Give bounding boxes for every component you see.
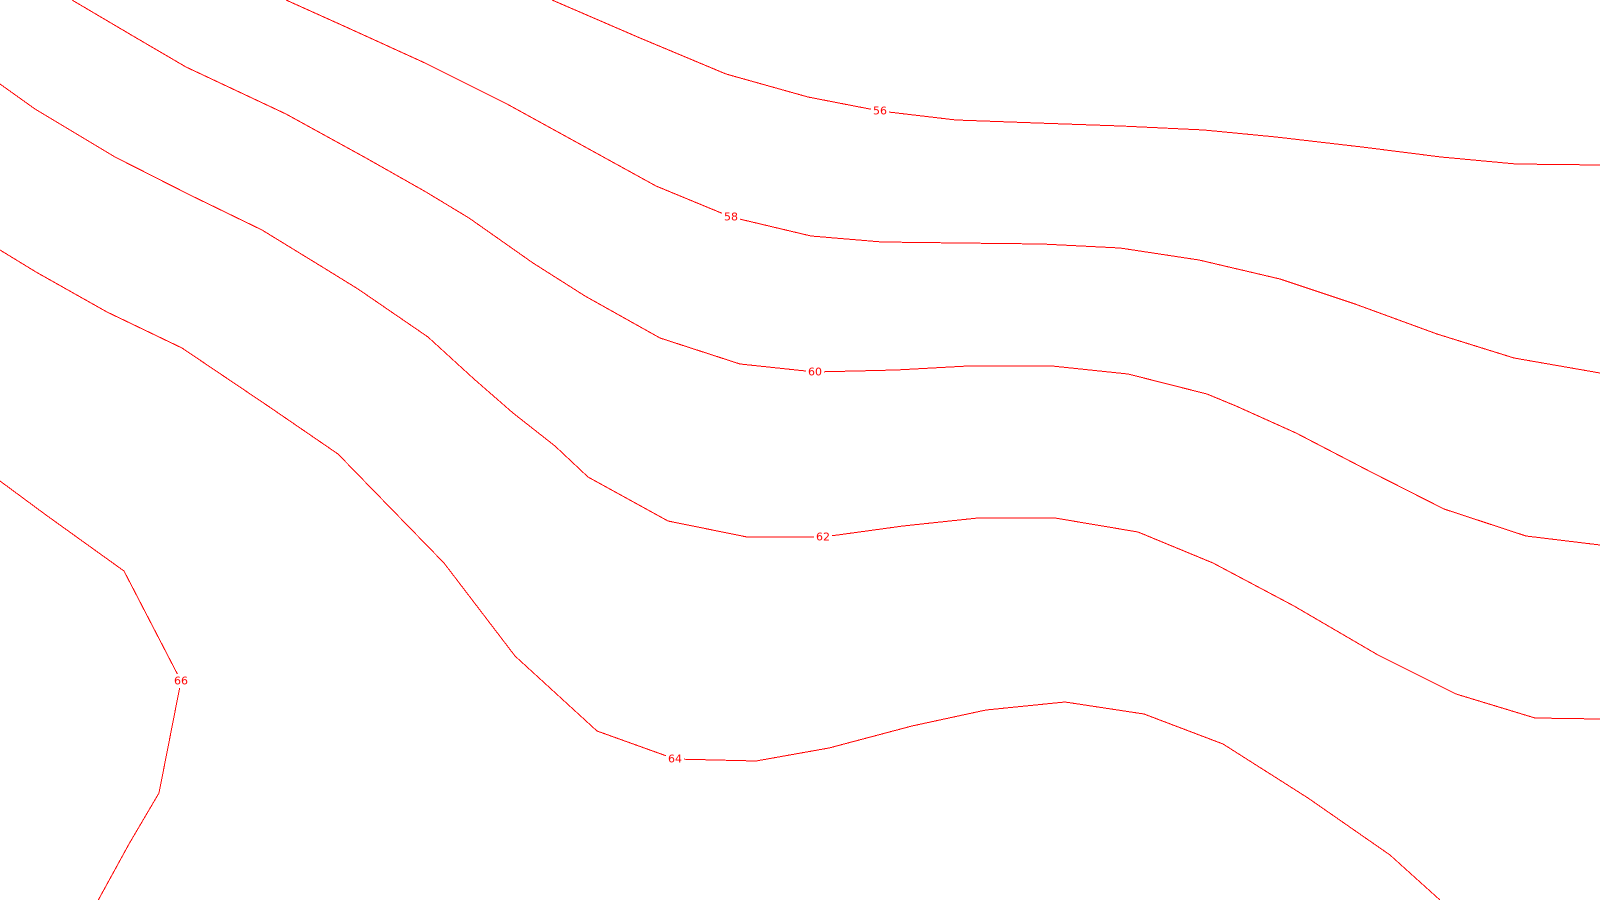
contour-line-58b xyxy=(730,216,1600,374)
contour-60: 60 xyxy=(71,0,1600,546)
contour-line-58 xyxy=(285,0,732,218)
contour-line-62 xyxy=(0,83,823,538)
contour-line-60b xyxy=(814,365,1600,546)
contour-line-62b xyxy=(822,517,1600,720)
contour-label-56: 56 xyxy=(873,105,887,118)
contour-line-64b xyxy=(674,701,1441,900)
contour-58: 58 xyxy=(285,0,1600,374)
contour-label-58: 58 xyxy=(724,211,738,224)
contour-64: 64 xyxy=(0,249,1441,900)
contour-66: 66 xyxy=(0,480,190,900)
contour-line-56 xyxy=(551,0,881,112)
contour-label-62: 62 xyxy=(816,531,830,544)
contour-label-64: 64 xyxy=(668,753,682,766)
contour-label-60: 60 xyxy=(808,366,822,379)
contour-line-56b xyxy=(879,110,1600,166)
contour-label-66: 66 xyxy=(174,675,188,688)
contour-line-66b xyxy=(97,680,182,900)
contour-62: 62 xyxy=(0,83,1600,720)
contour-line-66 xyxy=(0,480,182,682)
contour-line-60 xyxy=(71,0,816,373)
contour-56: 56 xyxy=(551,0,1600,166)
contour-line-64 xyxy=(0,249,676,760)
